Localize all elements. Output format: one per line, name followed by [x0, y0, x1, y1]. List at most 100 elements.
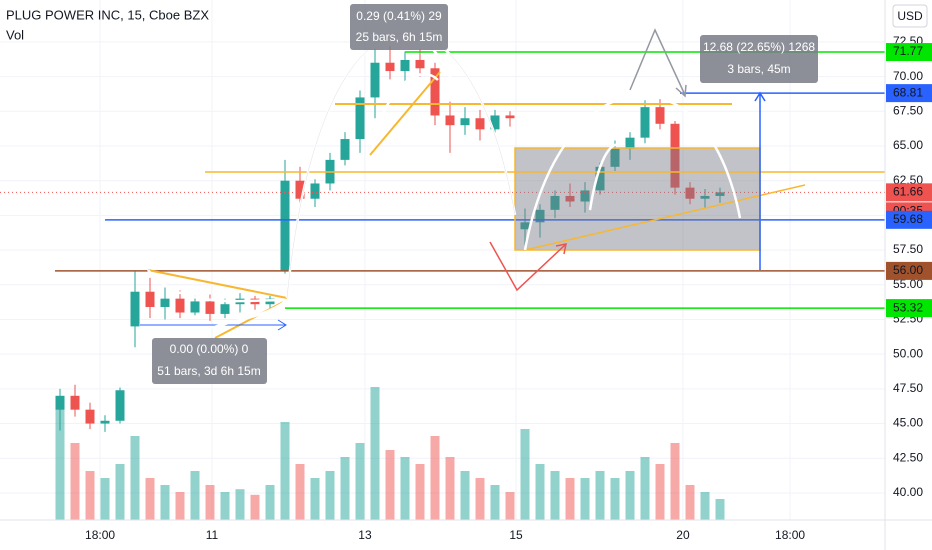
volume-bar	[370, 387, 380, 520]
volume-bar	[670, 443, 680, 520]
candle-body	[340, 139, 350, 160]
candle-body	[310, 183, 320, 199]
candle-body	[370, 62, 380, 98]
currency-button[interactable]	[892, 4, 928, 28]
volume-bar	[115, 464, 125, 520]
level-layer	[0, 51, 885, 309]
candle-body	[685, 187, 695, 199]
volume-bar	[55, 408, 65, 520]
volume-bar	[640, 457, 650, 520]
y-tick-label: 47.50	[893, 381, 923, 395]
price-label-bg	[886, 299, 932, 318]
candle-body	[520, 222, 530, 230]
candle-body	[415, 59, 425, 69]
candle-body	[355, 97, 365, 140]
y-tick-label: 42.50	[893, 450, 923, 464]
candle-body	[70, 395, 80, 410]
candle-body	[475, 118, 485, 130]
volume-bar	[70, 443, 80, 520]
annotation-text: 0.00 (0.00%) 0	[170, 342, 249, 356]
range-arrow	[140, 319, 287, 331]
annotation-box	[700, 35, 818, 83]
candle-body	[55, 395, 65, 410]
trend-line	[214, 299, 288, 339]
volume-bar	[205, 485, 215, 520]
annotation-text: 0.29 (0.41%) 29	[356, 9, 442, 23]
volume-bar	[505, 492, 515, 520]
candle-body	[610, 148, 620, 167]
candle-body	[385, 62, 395, 72]
candle-body	[490, 115, 500, 130]
peak-arrow	[629, 28, 687, 98]
candle-body	[160, 298, 170, 307]
y-tick-label: 55.00	[893, 277, 923, 291]
price-label: 56.00	[893, 263, 923, 277]
volume-bar	[310, 478, 320, 520]
drawings	[137, 28, 885, 371]
volume-bar	[595, 471, 605, 520]
price-label: 53.32	[893, 300, 923, 314]
candle-body	[640, 107, 650, 138]
volume-bar	[175, 492, 185, 520]
trend-line	[524, 184, 806, 251]
candle-body	[400, 59, 410, 72]
annotation-text: 51 bars, 3d 6h 15m	[157, 364, 260, 378]
volume-bar	[715, 499, 725, 520]
candle-body	[295, 180, 305, 199]
price-label-bg	[886, 84, 932, 103]
chart-title: PLUG POWER INC, 15, Cboe BZX	[6, 7, 209, 22]
candle-body	[205, 301, 215, 314]
y-tick-label: 65.00	[893, 138, 923, 152]
volume-bar	[355, 443, 365, 520]
candle-body	[85, 409, 95, 424]
volume-label: Vol	[6, 27, 24, 42]
x-tick-label: 11	[206, 528, 219, 542]
candle-body	[580, 190, 590, 202]
candle-body	[550, 195, 560, 210]
arc-drawing	[147, 269, 288, 303]
price-label-bg	[886, 183, 932, 202]
trend-line	[369, 71, 441, 156]
volume-bar	[565, 478, 575, 520]
volume-bar	[385, 450, 395, 520]
volume-bar	[580, 478, 590, 520]
candle-body	[460, 118, 470, 126]
volume-bar	[160, 485, 170, 520]
currency[interactable]: USD	[897, 9, 923, 23]
volume-bar	[430, 436, 440, 520]
volume-bar	[445, 457, 455, 520]
volume-bar	[265, 485, 275, 520]
candle-body	[190, 301, 200, 313]
volume-bar	[340, 457, 350, 520]
candle-body	[505, 115, 515, 119]
range-arrow	[754, 91, 766, 270]
candle-body	[430, 68, 440, 116]
volume-layer	[55, 387, 725, 520]
volume-bar	[520, 429, 530, 520]
y-tick-label: 67.50	[893, 103, 923, 117]
grid	[0, 0, 885, 520]
y-tick-label: 70.00	[893, 69, 923, 83]
volume-bar	[535, 464, 545, 520]
price-label: 71.77	[893, 44, 923, 58]
x-tick-label: 20	[676, 528, 690, 542]
y-tick-label: 57.50	[893, 242, 923, 256]
arc-drawing	[370, 72, 439, 151]
volume-bar	[145, 478, 155, 520]
volume-bar	[460, 471, 470, 520]
candle-body	[565, 195, 575, 202]
price-label: 59.68	[893, 212, 923, 226]
volume-bar	[610, 478, 620, 520]
price-label: 68.81	[893, 85, 923, 99]
volume-bar	[700, 492, 710, 520]
annotation-text: 12.68 (22.65%) 1268	[703, 40, 815, 54]
volume-bar	[475, 478, 485, 520]
volume-bar	[325, 471, 335, 520]
price-label-bg	[886, 210, 932, 229]
x-tick-label: 18:00	[775, 528, 805, 542]
volume-bar	[625, 471, 635, 520]
candle-body	[145, 291, 155, 307]
volume-bar	[295, 464, 305, 520]
candle-body	[280, 180, 290, 271]
volume-bar	[685, 485, 695, 520]
